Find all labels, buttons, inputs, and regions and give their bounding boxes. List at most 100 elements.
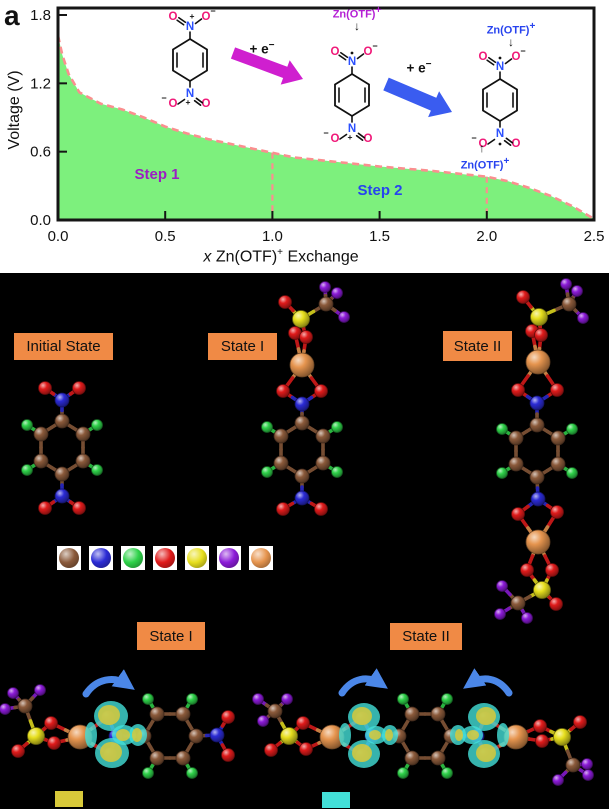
- yellow-isosurface: [476, 707, 496, 725]
- bond-line: [505, 137, 514, 144]
- bond-line: [339, 133, 348, 140]
- carbon-atom: [318, 296, 334, 312]
- chem-symbol: O: [169, 11, 178, 23]
- sulfur-atom: [27, 727, 45, 745]
- cyan-isosurface: [85, 722, 97, 748]
- chem-symbol: −: [323, 128, 328, 138]
- bond-line: [178, 16, 187, 24]
- fluorine-atom: [331, 287, 343, 299]
- fluorine-atom: [577, 312, 589, 324]
- charge-transfer-arrow-state1: [82, 669, 135, 698]
- znotf-label-blue-top: Zn(OTF)+: [472, 21, 550, 37]
- fluorine-atom: [560, 278, 572, 290]
- carbon-atom: [75, 426, 91, 442]
- voltage-chart-panel: 0.0 0.5 1.0 1.5 2.0 2.5 0.0 0.6 1.2 1.8 N O O − + N O O − +…: [0, 0, 609, 273]
- carbon-atom: [175, 706, 191, 722]
- hydrogen-atom: [441, 693, 453, 705]
- bottom-state1-label: State I: [137, 622, 205, 650]
- nitrogen-atom: [209, 727, 225, 743]
- electron-label-1-sup: −: [268, 40, 275, 51]
- nitrogen-atom: [54, 392, 70, 408]
- oxygen-atom: [221, 710, 235, 724]
- x-tick-label: 2.5: [584, 228, 605, 245]
- fluorine-atom: [0, 703, 11, 715]
- bond-line: [488, 56, 497, 64]
- first-reduction-arrow: [230, 47, 303, 85]
- fluorine-atom: [338, 311, 350, 323]
- carbon-atom: [149, 750, 165, 766]
- yellow-isosurface: [352, 707, 372, 725]
- carbon-atom: [267, 703, 283, 719]
- chem-symbol: O: [512, 138, 521, 150]
- oxygen-atom: [299, 330, 313, 344]
- electron-label-2-sup: −: [425, 59, 432, 70]
- zinc-atom: [525, 349, 551, 375]
- chem-symbol: O: [364, 133, 373, 145]
- chem-symbol: +: [186, 97, 191, 107]
- chem-symbol: O: [331, 133, 340, 145]
- carbon-atom: [529, 469, 545, 485]
- initial-state-molecule: [21, 381, 103, 515]
- legend-cell-zinc: [249, 546, 273, 570]
- yellow-isosurface: [100, 742, 122, 762]
- carbon-atom: [565, 757, 581, 773]
- znotf-label-magenta-text: Zn(OTF): [332, 8, 376, 21]
- oxygen-atom: [511, 507, 525, 521]
- carbon-atom: [315, 428, 331, 444]
- chart-canvas: 0.0 0.5 1.0 1.5 2.0 2.50.00.61.21.8NO O −+NO O− +…: [30, 6, 605, 245]
- chem-symbol: +: [348, 132, 353, 142]
- chem-symbol: +: [190, 11, 195, 21]
- charge-transfer-arrow-state2-right: [463, 668, 513, 697]
- znotf-label-blue-bottom: Zn(OTF)+: [446, 156, 524, 172]
- x-axis-label: x Zn(OTF)+ Exchange: [13, 247, 549, 266]
- carbon-atom: [508, 430, 524, 446]
- carbon-atom: [561, 296, 577, 312]
- axes-frame: [56, 6, 596, 222]
- oxygen-atom: [511, 383, 525, 397]
- oxygen-atom: [264, 743, 278, 757]
- molecule-neutral-dnb: NO O −+NO O− +: [161, 6, 215, 110]
- carbon-atom: [430, 706, 446, 722]
- chem-symbol: N: [348, 56, 356, 68]
- electron-label-1-text: + e: [249, 41, 269, 57]
- chem-symbol: O: [479, 138, 488, 150]
- hydrogen-atom: [331, 421, 343, 433]
- bond-line: [193, 99, 202, 106]
- hydrogen-atom: [261, 466, 273, 478]
- oxygen-atom: [47, 736, 61, 750]
- cyan-isosurface: [497, 723, 509, 747]
- hydrogen-atom: [566, 467, 578, 479]
- bond-line: [194, 18, 203, 25]
- fluorine-atom: [34, 684, 46, 696]
- electron-label-2: + e−: [387, 59, 451, 76]
- yellow-isosurface: [476, 744, 496, 762]
- oxygen-atom: [573, 715, 587, 729]
- legend-cell-sulfur: [185, 546, 209, 570]
- discharge-curve: [56, 35, 595, 221]
- oxygen-atom: [276, 384, 290, 398]
- bond-line: [504, 58, 513, 65]
- yellow-isosurface: [467, 730, 479, 740]
- oxygen-atom: [72, 501, 86, 515]
- carbon-atom: [54, 413, 70, 429]
- charge-transfer-arrow-state2-left: [338, 668, 388, 697]
- carbon-atom: [33, 453, 49, 469]
- electron-label-1: + e−: [230, 40, 294, 57]
- oxygen-atom: [299, 742, 313, 756]
- hydrogen-atom: [21, 464, 33, 476]
- fluorine-atom: [571, 285, 583, 297]
- nitrogen-atom: [529, 395, 545, 411]
- znotf-label-blue-bottom-text: Zn(OTF): [460, 159, 504, 172]
- x-axis-label-x: x: [203, 248, 212, 266]
- sulfur-legend-sphere: [187, 548, 207, 568]
- legend-cell-carbon: [57, 546, 81, 570]
- oxygen-atom: [550, 383, 564, 397]
- state2-label: State II: [443, 331, 512, 361]
- oxygen-atom: [549, 597, 563, 611]
- sulfur-atom: [292, 310, 310, 328]
- carbon-atom: [529, 417, 545, 433]
- oxygen-atom: [534, 328, 548, 342]
- oxygen-atom: [314, 502, 328, 516]
- radical-dot: [498, 56, 502, 60]
- chem-symbol: −: [161, 93, 166, 103]
